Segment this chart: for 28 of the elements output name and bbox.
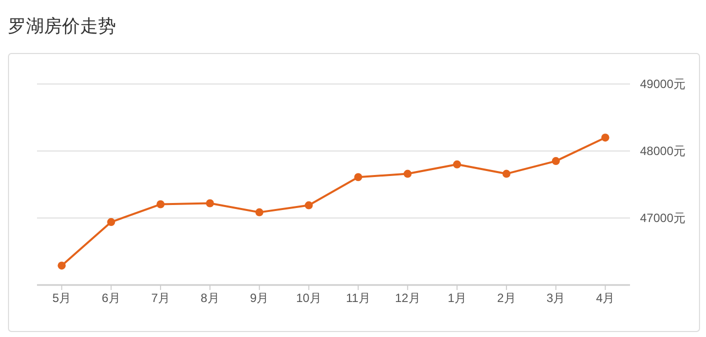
y-tick-label: 47000元 bbox=[640, 211, 686, 225]
x-tick-label: 10月 bbox=[296, 291, 322, 305]
x-tick-label: 11月 bbox=[346, 291, 370, 305]
point bbox=[206, 199, 214, 208]
y-tick-label: 48000元 bbox=[640, 144, 686, 158]
point bbox=[552, 157, 560, 166]
point bbox=[304, 201, 313, 210]
point bbox=[601, 134, 610, 142]
point bbox=[453, 160, 462, 168]
x-tick-label: 1月 bbox=[448, 291, 466, 305]
x-tick-label: 8月 bbox=[200, 291, 220, 305]
point bbox=[58, 262, 66, 270]
point bbox=[502, 170, 510, 178]
point bbox=[354, 173, 362, 182]
x-tick-label: 2月 bbox=[497, 291, 516, 305]
point bbox=[255, 208, 264, 216]
point bbox=[156, 200, 165, 208]
x-tick-label: 6月 bbox=[102, 291, 120, 305]
x-tick-label: 5月 bbox=[52, 291, 72, 305]
chart-title: 罗湖房价走势 bbox=[8, 16, 116, 36]
y-tick-label: 49000元 bbox=[640, 77, 686, 91]
x-tick-label: 9月 bbox=[250, 291, 269, 305]
x-tick-label: 12月 bbox=[394, 291, 420, 305]
x-tick-label: 4月 bbox=[596, 291, 615, 305]
point bbox=[404, 170, 412, 178]
x-tick-label: 7月 bbox=[151, 291, 170, 305]
x-tick-label: 3月 bbox=[546, 291, 566, 305]
point bbox=[107, 218, 116, 226]
